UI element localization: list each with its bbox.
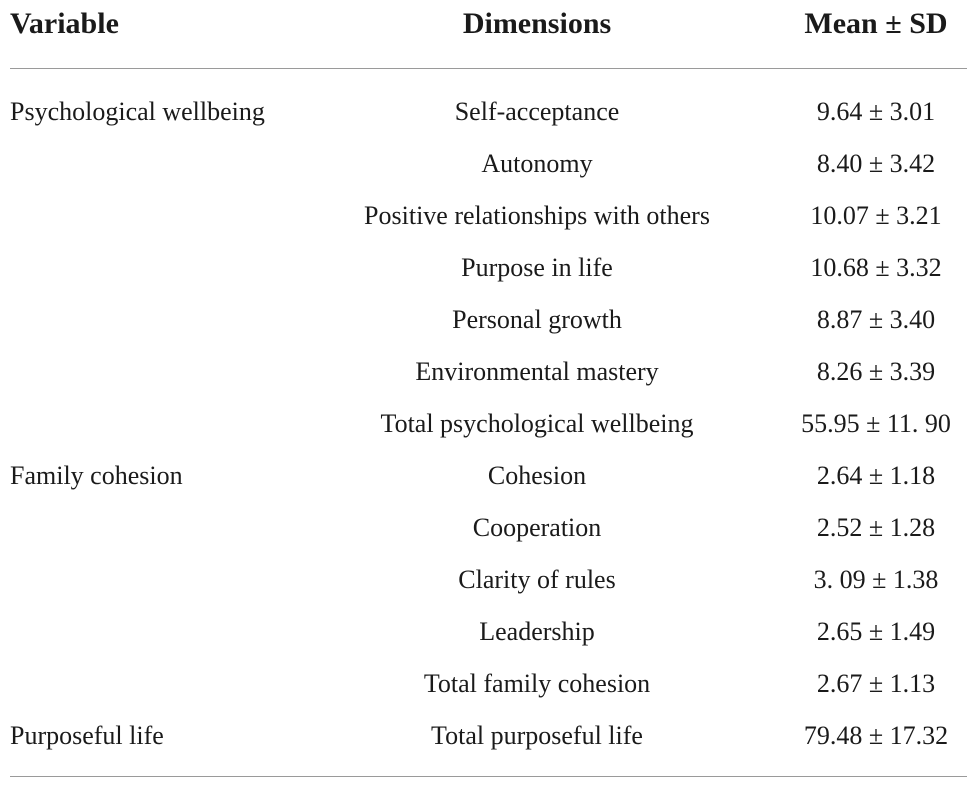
table-row: Purpose in life 10.68 ± 3.32: [0, 244, 979, 296]
cell-mean-sd: 3. 09 ± 1.38: [813, 565, 939, 594]
table-row: Autonomy 8.40 ± 3.42: [0, 140, 979, 192]
cell-mean-sd: 2.65 ± 1.49: [816, 617, 936, 646]
header-mean-sd: Mean ± SD: [804, 7, 948, 40]
cell-mean-sd: 55.95 ± 11. 90: [801, 409, 951, 438]
header-variable: Variable: [10, 7, 119, 40]
cell-variable: Family cohesion: [10, 461, 183, 490]
table-row: Cooperation 2.52 ± 1.28: [0, 504, 979, 556]
cell-dimension: Clarity of rules: [458, 565, 616, 594]
table-row: Positive relationships with others 10.07…: [0, 192, 979, 244]
cell-variable: Purposeful life: [10, 721, 164, 750]
cell-dimension: Purpose in life: [461, 253, 613, 282]
table-body: Psychological wellbeing Self-acceptance …: [0, 88, 979, 764]
cell-dimension: Environmental mastery: [415, 357, 659, 386]
cell-dimension: Autonomy: [481, 149, 593, 178]
table-row: Family cohesion Cohesion 2.64 ± 1.18: [0, 452, 979, 504]
cell-mean-sd: 9.64 ± 3.01: [816, 97, 936, 126]
cell-mean-sd: 10.68 ± 3.32: [810, 253, 942, 282]
cell-dimension: Personal growth: [452, 305, 622, 334]
table-row: Leadership 2.65 ± 1.49: [0, 608, 979, 660]
table-header: Variable Dimensions Mean ± SD: [0, 0, 979, 52]
cell-variable: Psychological wellbeing: [10, 97, 265, 126]
cell-dimension: Self-acceptance: [454, 97, 620, 126]
cell-dimension: Positive relationships with others: [364, 201, 710, 230]
cell-mean-sd: 8.87 ± 3.40: [816, 305, 936, 334]
table-row: Environmental mastery 8.26 ± 3.39: [0, 348, 979, 400]
cell-mean-sd: 79.48 ± 17.32: [803, 721, 949, 750]
cell-mean-sd: 8.40 ± 3.42: [816, 149, 936, 178]
cell-dimension: Total purposeful life: [431, 721, 643, 750]
header-divider: [10, 68, 967, 69]
cell-dimension: Cooperation: [472, 513, 602, 542]
cell-mean-sd: 2.64 ± 1.18: [816, 461, 936, 490]
table-row: Clarity of rules 3. 09 ± 1.38: [0, 556, 979, 608]
table-row: Purposeful life Total purposeful life 79…: [0, 712, 979, 764]
header-dimensions: Dimensions: [462, 7, 612, 40]
cell-mean-sd: 8.26 ± 3.39: [816, 357, 936, 386]
table-row: Personal growth 8.87 ± 3.40: [0, 296, 979, 348]
table-row: Total family cohesion 2.67 ± 1.13: [0, 660, 979, 712]
cell-dimension: Cohesion: [487, 461, 587, 490]
table-bottom-divider: [10, 776, 967, 777]
table-row: Total psychological wellbeing 55.95 ± 11…: [0, 400, 979, 452]
table-row: Psychological wellbeing Self-acceptance …: [0, 88, 979, 140]
cell-dimension: Leadership: [479, 617, 595, 646]
cell-mean-sd: 10.07 ± 3.21: [810, 201, 942, 230]
cell-mean-sd: 2.67 ± 1.13: [816, 669, 936, 698]
cell-dimension: Total psychological wellbeing: [380, 409, 694, 438]
cell-dimension: Total family cohesion: [423, 669, 651, 698]
cell-mean-sd: 2.52 ± 1.28: [816, 513, 936, 542]
